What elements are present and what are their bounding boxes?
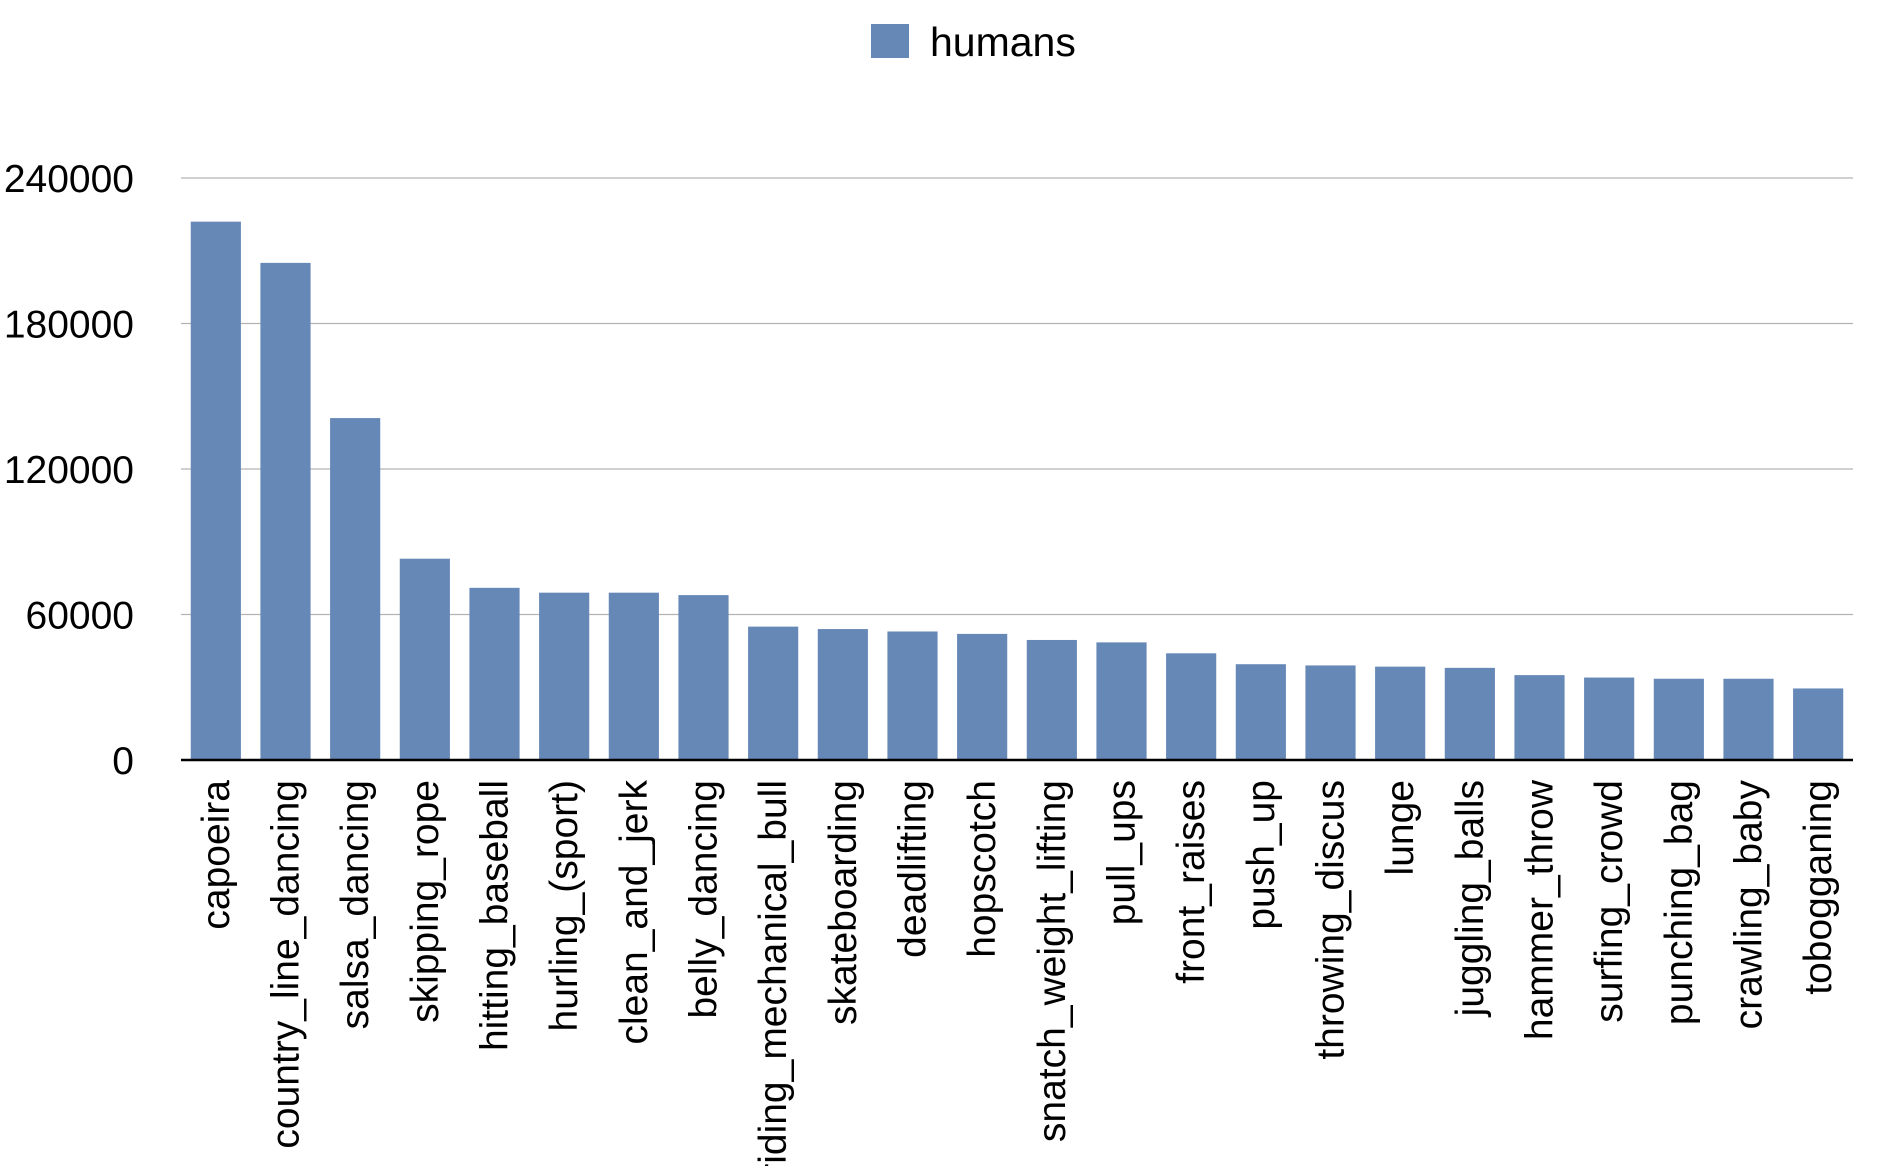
y-tick-label: 240000 [4,158,134,201]
bar-snatch_weight_lifting [1026,639,1077,760]
bar-crawling_baby [1723,678,1774,760]
y-tick-label: 0 [112,740,134,783]
legend-swatch-humans [871,24,909,58]
x-axis-category-labels: capoeira country_line_dancing salsa_dancin… [195,779,1840,1166]
x-tick-label-snatch_weight_lifting: snatch_weight_lifting [1031,780,1074,1142]
x-tick-label-deadlifting: deadlifting [892,780,935,958]
x-tick-label-juggling_balls: juggling_balls [1449,780,1492,1017]
gridlines [181,177,1853,616]
bar-skateboarding [817,629,868,760]
x-tick-label-hopscotch: hopscotch [961,780,1004,958]
bar-country_line_dancing [260,262,311,760]
bar-throwing_discus [1305,665,1356,760]
x-tick-label-push_up: push_up [1240,780,1283,930]
y-tick-label: 60000 [26,595,134,638]
bar-salsa_dancing [330,418,381,760]
bar-hitting_baseball [469,587,520,760]
legend-label-humans: humans [930,19,1076,65]
bar-surfing_crowd [1584,677,1635,760]
bar-belly_dancing [678,595,729,760]
bar-push_up [1235,664,1286,760]
bar-deadlifting [887,631,938,760]
x-tick-label-skateboarding: skateboarding [822,780,865,1025]
bars [190,221,1844,760]
x-tick-label-hitting_baseball: hitting_baseball [474,780,517,1051]
x-tick-label-pull_ups: pull_ups [1101,780,1144,925]
x-tick-label-crawling_baby: crawling_baby [1728,780,1771,1030]
x-tick-label-clean_and_jerk: clean_and_jerk [613,780,656,1045]
bar-riding_mechanical_bull [748,626,799,760]
bar-pull_ups [1096,642,1147,760]
bar-tobogganing [1793,688,1844,760]
x-tick-label-throwing_discus: throwing_discus [1310,780,1353,1060]
y-tick-label: 180000 [4,304,134,347]
x-tick-label-salsa_dancing: salsa_dancing [334,780,377,1029]
x-tick-label-surfing_crowd: surfing_crowd [1588,780,1631,1023]
bar-hopscotch [957,633,1008,760]
x-tick-label-punching_bag: punching_bag [1658,780,1701,1025]
bar-hurling_(sport) [539,592,590,760]
x-tick-label-country_line_dancing: country_line_dancing [265,780,308,1149]
bar-clean_and_jerk [608,592,659,760]
x-tick-label-hurling_(sport): hurling_(sport) [543,780,586,1031]
y-axis-tick-labels: 0 60000 120000 180000 240000 [4,158,134,783]
bar-skipping_rope [399,558,450,760]
x-tick-label-riding_mechanical_bull: riding_mechanical_bull [752,780,795,1166]
y-tick-label: 120000 [4,449,134,492]
bar-punching_bag [1653,678,1704,760]
bar-lunge [1375,666,1426,760]
x-tick-label-capoeira: capoeira [195,780,238,930]
bar-juggling_balls [1444,667,1495,760]
x-tick-label-front_raises: front_raises [1170,780,1213,984]
bar-front_raises [1166,653,1217,760]
x-tick-label-hammer_throw: hammer_throw [1519,779,1562,1040]
x-tick-label-belly_dancing: belly_dancing [683,780,726,1019]
bar-hammer_throw [1514,675,1565,760]
x-tick-label-skipping_rope: skipping_rope [404,780,447,1023]
bar-capoeira [190,221,241,760]
x-tick-label-tobogganing: tobogganing [1797,780,1840,995]
x-tick-label-lunge: lunge [1379,780,1422,875]
legend: humans [871,19,1076,65]
